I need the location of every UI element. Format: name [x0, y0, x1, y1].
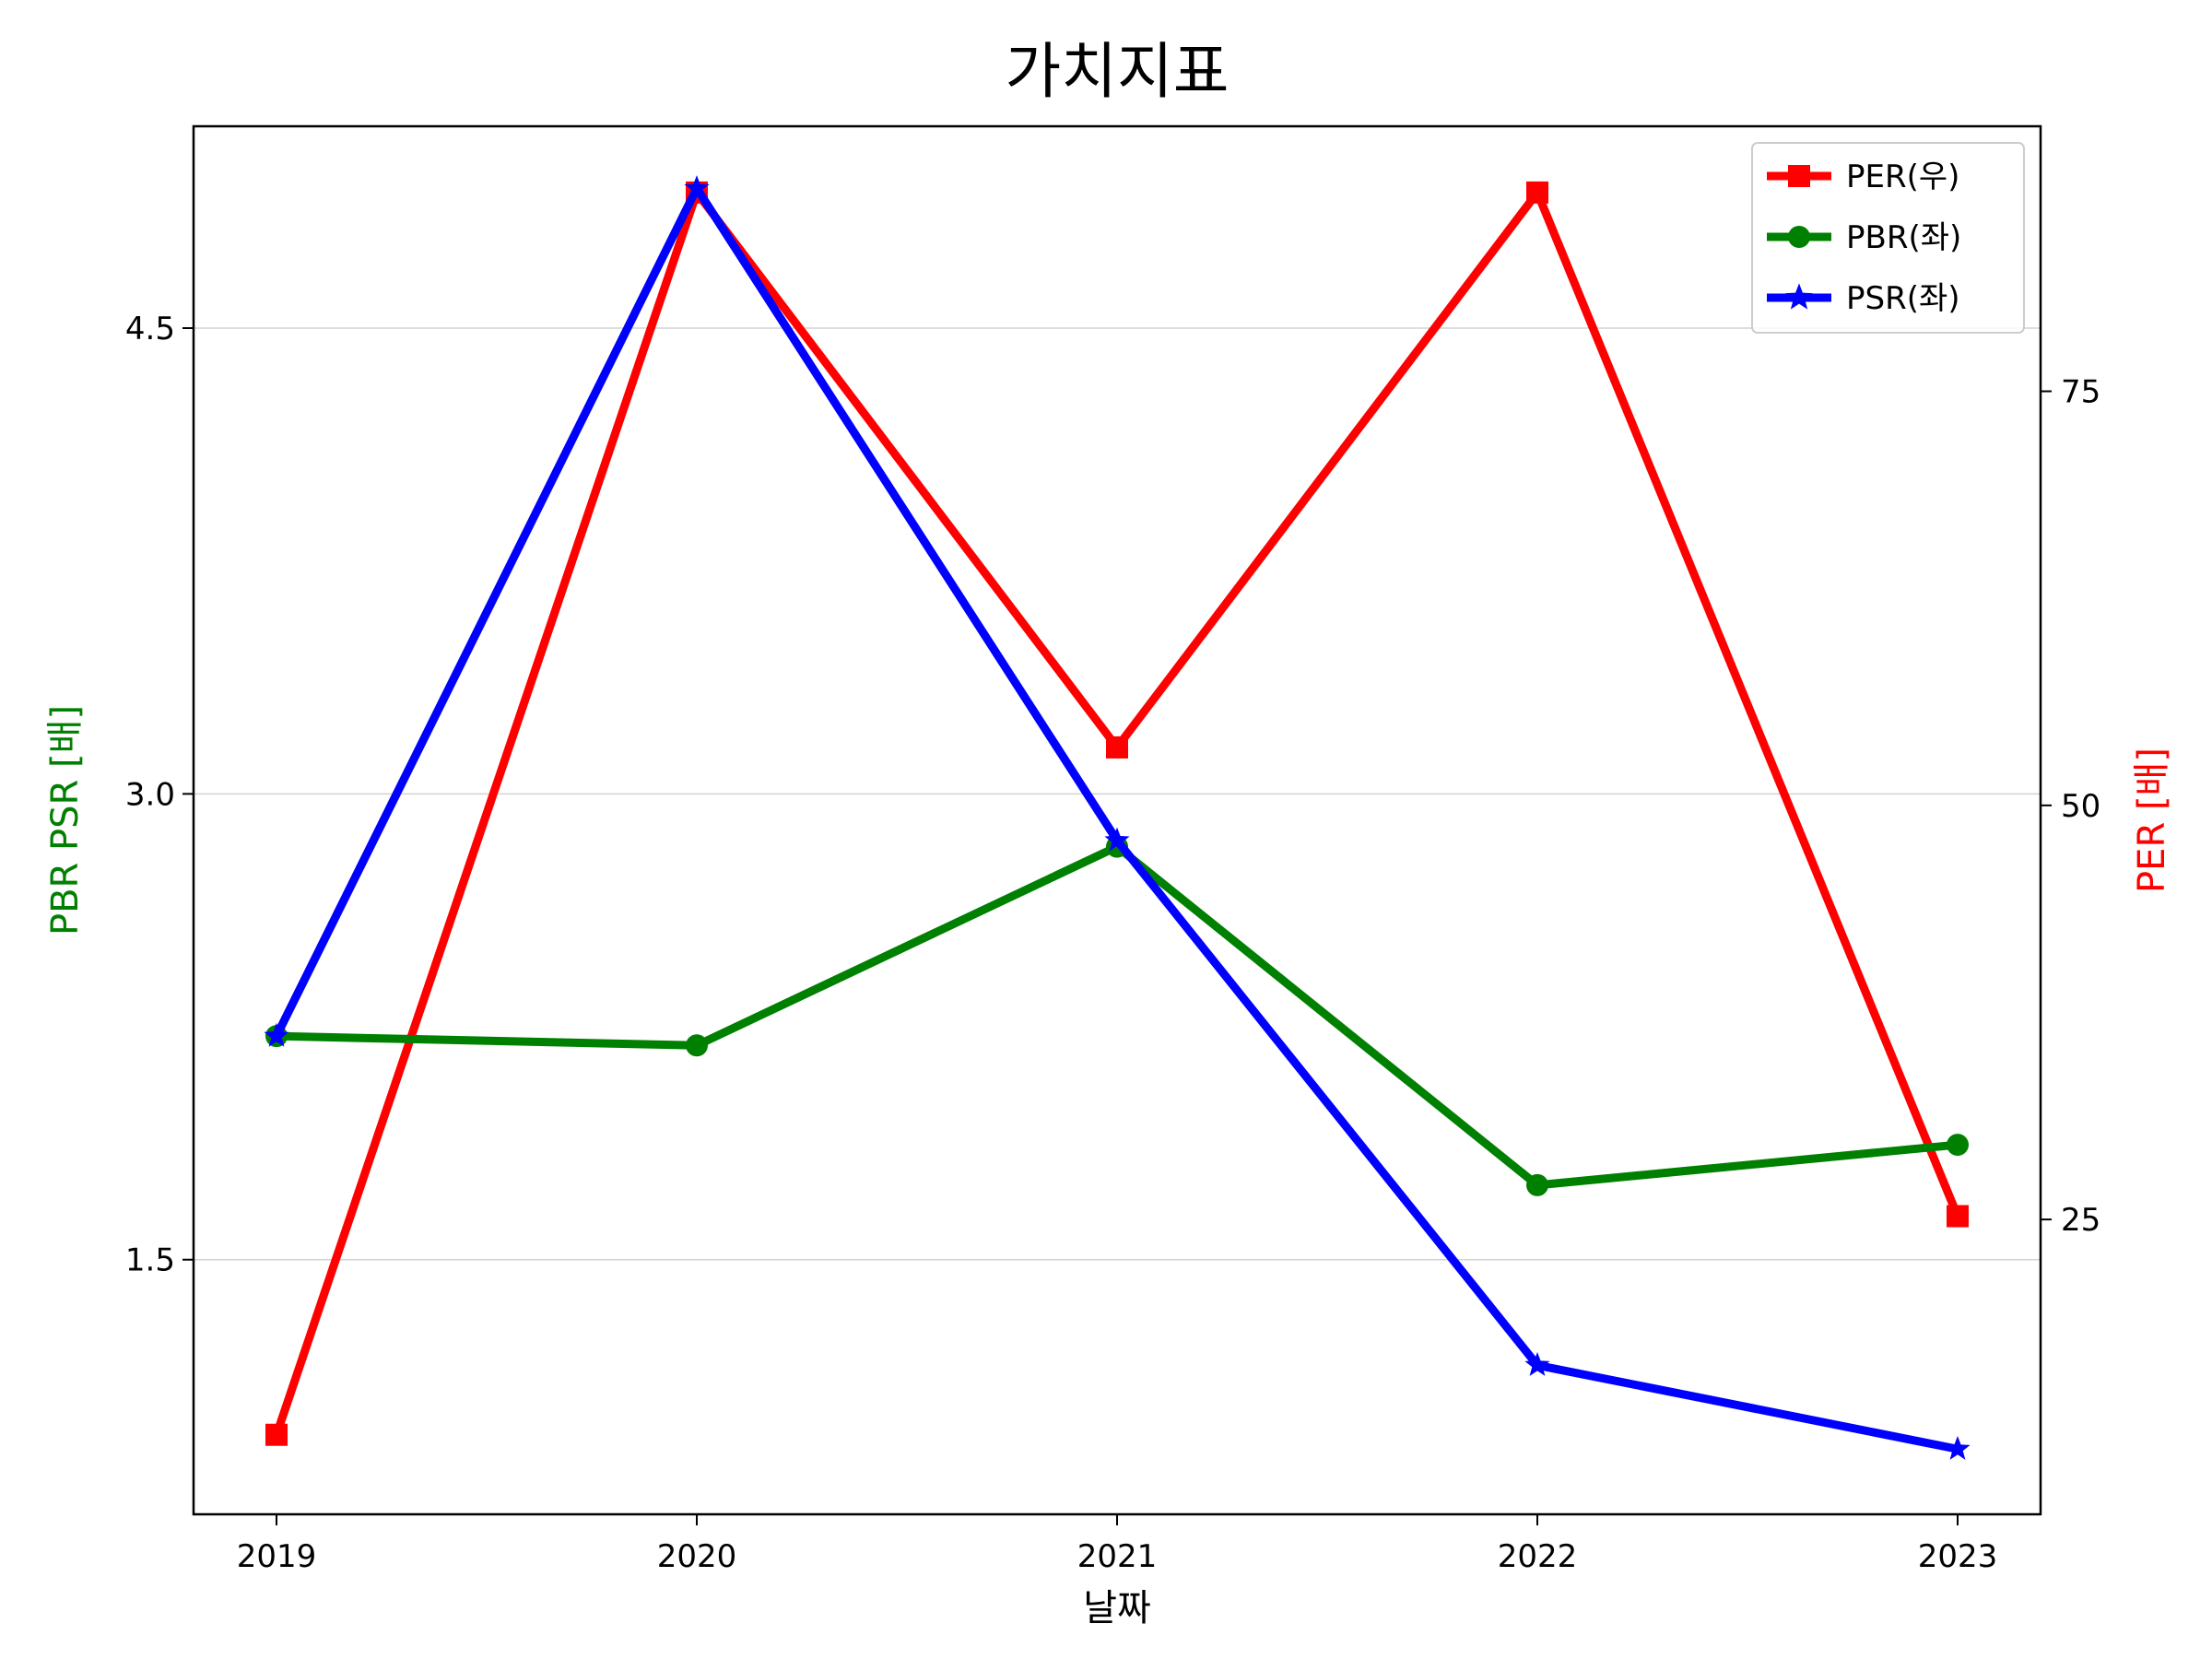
legend-marker — [1785, 283, 1813, 310]
legend-marker — [1788, 165, 1810, 187]
y-left-tick-label: 3.0 — [125, 776, 175, 813]
y-left-tick-label: 1.5 — [125, 1242, 175, 1279]
y-right-tick-label: 25 — [2061, 1202, 2100, 1239]
data-point-per — [1526, 181, 1548, 204]
x-axis: 2019 2020 2021 2022 2023 — [237, 1514, 1998, 1575]
grid-lines — [194, 327, 2041, 1261]
data-point-per — [265, 1423, 288, 1446]
x-axis-label: 날짜 — [1083, 1587, 1151, 1630]
x-tick-label: 2019 — [237, 1538, 317, 1575]
data-point-psr — [264, 1022, 289, 1047]
data-point-pbr — [1947, 1134, 1969, 1157]
legend-label: PER(우) — [1846, 159, 1959, 195]
data-point-per — [1947, 1205, 1969, 1228]
data-point-psr — [1104, 827, 1130, 852]
series-psr — [264, 175, 1971, 1460]
legend: PER(우) PBR(좌) PSR(좌) — [1751, 142, 2025, 334]
y-right-tick-label: 75 — [2061, 374, 2100, 411]
y-right-tick-label: 50 — [2061, 788, 2100, 825]
x-tick-label: 2023 — [1918, 1538, 1998, 1575]
data-point-psr — [1524, 1351, 1550, 1376]
x-tick-label: 2021 — [1077, 1538, 1158, 1575]
legend-box — [1751, 142, 2025, 334]
chart-title: 가치지표 — [1006, 36, 1230, 107]
data-point-psr — [1945, 1435, 1971, 1460]
legend-item-per: PER(우) — [1767, 159, 1959, 195]
data-point-per — [1106, 735, 1128, 759]
data-point-psr — [684, 175, 710, 199]
data-point-pbr — [686, 1034, 708, 1057]
legend-label: PBR(좌) — [1846, 219, 1961, 256]
x-tick-label: 2022 — [1498, 1538, 1578, 1575]
legend-item-pbr: PBR(좌) — [1767, 219, 1961, 256]
data-point-pbr — [1526, 1173, 1548, 1196]
y-axis-left: 1.5 3.0 4.5 — [125, 311, 194, 1279]
y-axis-right: 25 50 75 — [2041, 374, 2100, 1239]
legend-item-psr: PSR(좌) — [1767, 280, 1960, 317]
y-axis-left-label: PBR PSR [배] — [44, 705, 87, 935]
legend-label: PSR(좌) — [1846, 280, 1960, 317]
y-axis-right-label: PER [배] — [2131, 747, 2173, 893]
x-tick-label: 2020 — [657, 1538, 737, 1575]
legend-marker — [1788, 226, 1810, 248]
y-left-tick-label: 4.5 — [125, 311, 175, 347]
series-layer — [264, 175, 1971, 1460]
